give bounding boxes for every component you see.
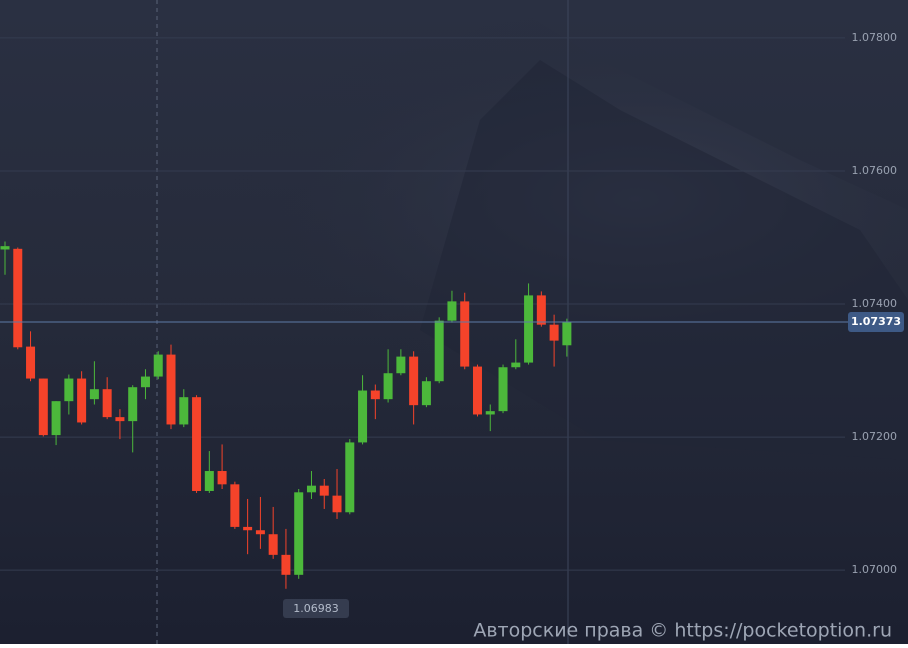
candle-body [38, 378, 48, 436]
candle-body [319, 485, 329, 496]
crosshair-label-box [283, 599, 349, 618]
candle-body [460, 301, 470, 367]
candle-body [358, 390, 368, 443]
candles [0, 241, 572, 589]
candle-body [64, 378, 74, 402]
y-tick-label: 1.07000 [852, 563, 898, 576]
candle-body [204, 471, 214, 491]
watermark: Авторские права © https://pocketoption.r… [473, 620, 892, 642]
candle-body [485, 411, 495, 415]
candle-body [370, 390, 380, 400]
candle-body [230, 484, 240, 527]
candle-body [472, 366, 482, 415]
candle-body [332, 495, 342, 513]
candle-body [345, 442, 355, 513]
candle-body [102, 389, 112, 418]
candle-body [51, 401, 61, 436]
candle-body [562, 322, 572, 346]
candle-body [13, 248, 23, 348]
candle-body [0, 246, 10, 250]
candle-body [498, 367, 508, 412]
current-price-box [848, 312, 904, 332]
candle-body [396, 356, 406, 374]
grid: 1.07800 1.07600 1.07400 1.07200 1.07000 [0, 31, 897, 576]
candle-body [409, 356, 419, 406]
candle-body [166, 354, 176, 425]
mountain-shadow [420, 60, 908, 460]
candle-body [268, 534, 278, 555]
y-tick-label: 1.07800 [852, 31, 898, 44]
candle-body [77, 378, 87, 423]
overlay: 1.07373 [0, 312, 904, 332]
y-tick-label: 1.07600 [852, 164, 898, 177]
candle-body [434, 320, 444, 382]
candle-body [536, 295, 546, 325]
candle-body [243, 526, 253, 531]
candle-body [281, 554, 291, 575]
candle-body [421, 381, 431, 406]
candle-body [524, 295, 534, 363]
candle-body [89, 389, 99, 400]
candle-body [447, 301, 457, 321]
candle-body [383, 373, 393, 400]
candle-body [294, 492, 304, 575]
candle-body [192, 397, 202, 491]
candle-body [255, 530, 265, 535]
y-tick-label: 1.07400 [852, 297, 898, 310]
y-tick-label: 1.07200 [852, 430, 898, 443]
candle-body [128, 387, 138, 422]
candle-body [217, 471, 227, 485]
crosshair-label: 1.06983 [293, 602, 339, 615]
candle-body [306, 485, 316, 493]
candle-body [115, 417, 125, 422]
candle-body [153, 354, 163, 377]
candle-body [511, 362, 521, 368]
candle-body [26, 346, 36, 379]
candle-body [549, 324, 559, 341]
candle-body [179, 397, 189, 425]
candle-body [140, 376, 150, 388]
current-price-label: 1.07373 [851, 315, 901, 328]
